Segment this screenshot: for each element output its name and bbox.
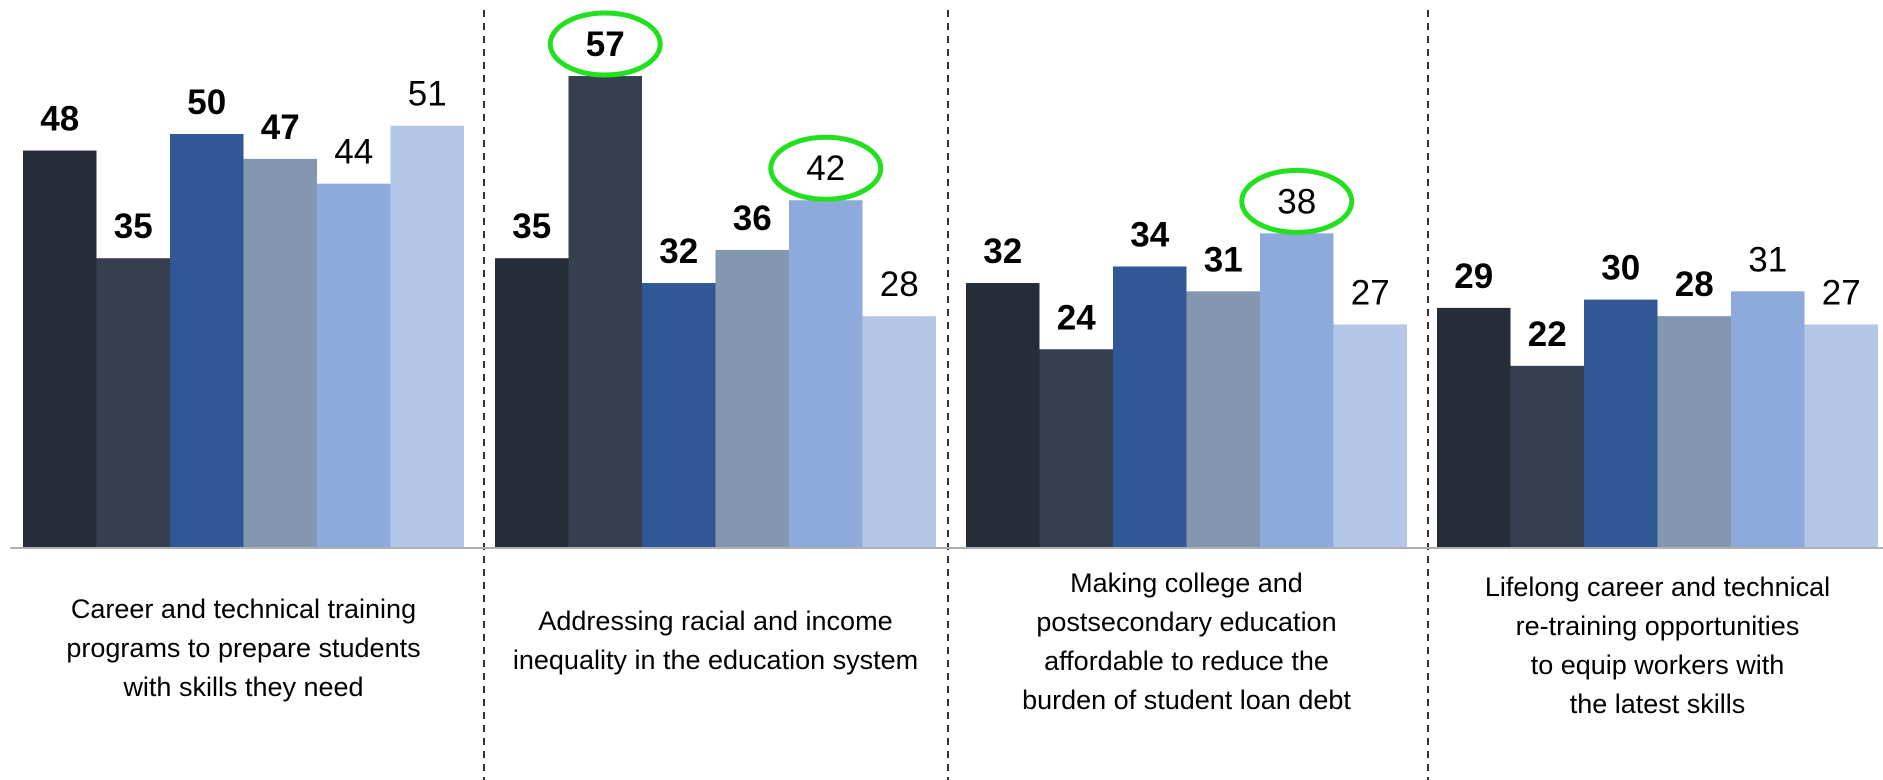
value-label-g1-s2: 35: [114, 207, 153, 246]
category-label-g1-line1: Career and technical training: [71, 594, 416, 624]
bar-g4-s1: [1437, 307, 1511, 548]
bar-g3-s2: [1039, 349, 1113, 548]
bar-g4-s6: [1804, 324, 1878, 548]
highlight-circle-g3-s5: [1239, 167, 1355, 235]
bar-g3-s5: [1260, 233, 1334, 549]
value-label-g1-s1: 48: [40, 100, 79, 139]
category-label-g1-line2: programs to prepare students: [66, 633, 420, 663]
group-separators: [483, 10, 1429, 780]
bar-g4-s5: [1731, 291, 1805, 548]
bar-g1-s2: [96, 258, 170, 548]
value-label-g2-s2: 57: [586, 25, 625, 64]
value-label-g3-s3: 34: [1130, 215, 1169, 254]
bar-g4-s4: [1657, 316, 1731, 548]
category-label-g4-line2: re-training opportunities: [1516, 611, 1800, 641]
value-label-g1-s4: 47: [261, 108, 300, 147]
value-label-g2-s6: 28: [880, 265, 919, 304]
value-label-g2-s1: 35: [512, 207, 551, 246]
bar-g1-s3: [170, 134, 244, 548]
category-label-g3-line2: postsecondary education: [1036, 607, 1336, 637]
bar-g1-s5: [317, 183, 391, 548]
value-label-g3-s6: 27: [1351, 273, 1390, 312]
category-label-g3-line4: burden of student loan debt: [1022, 685, 1351, 715]
bar-g2-s4: [715, 249, 789, 549]
value-label-g1-s5: 44: [334, 133, 373, 172]
value-label-g4-s2: 22: [1528, 315, 1567, 354]
value-labels: 48 35 50 47 44 51 35 57 32 36 42 28 32 24 34 31 38 27 29 22…: [40, 25, 1860, 354]
category-label-g4-line1: Lifelong career and technical: [1485, 572, 1830, 602]
value-label-g1-s3: 50: [187, 83, 226, 122]
value-label-g2-s3: 32: [659, 232, 698, 271]
category-label-g3-line1: Making college and: [1070, 568, 1303, 598]
bar-g2-s3: [642, 283, 716, 548]
category-label-g4-line4: the latest skills: [1570, 689, 1746, 719]
bar-g1-s4: [243, 158, 317, 548]
value-label-g1-s6: 51: [408, 75, 447, 114]
highlight-circle-g2-s2: [547, 10, 663, 78]
value-label-g3-s2: 24: [1057, 298, 1096, 337]
category-label-g4-line3: to equip workers with: [1531, 650, 1785, 680]
value-label-g4-s1: 29: [1454, 257, 1493, 296]
value-label-g3-s5: 38: [1277, 182, 1316, 221]
value-label-g4-s3: 30: [1601, 249, 1640, 288]
bar-g3-s1: [966, 283, 1040, 548]
value-label-g4-s4: 28: [1675, 265, 1714, 304]
value-label-g3-s4: 31: [1204, 240, 1243, 279]
category-label-g3-line3: affordable to reduce the: [1044, 646, 1329, 676]
value-label-g2-s5: 42: [806, 149, 845, 188]
bar-g3-s3: [1113, 266, 1187, 548]
bar-g3-s4: [1186, 291, 1260, 548]
bar-g2-s5: [789, 200, 863, 549]
bar-g4-s2: [1510, 365, 1584, 548]
bars-layer: [23, 76, 1878, 549]
value-label-g4-s6: 27: [1822, 273, 1861, 312]
value-label-g2-s4: 36: [733, 199, 772, 238]
highlight-circle-g2-s5: [768, 134, 884, 202]
value-label-g4-s5: 31: [1748, 240, 1787, 279]
bar-g2-s6: [862, 316, 936, 548]
value-label-g3-s1: 32: [983, 232, 1022, 271]
category-labels: Career and technical training programs to…: [66, 568, 1830, 719]
bar-g1-s6: [390, 125, 464, 548]
bar-g1-s1: [23, 150, 97, 548]
bar-g2-s1: [495, 258, 569, 548]
category-label-g1-line3: with skills they need: [122, 672, 363, 702]
bar-g3-s6: [1333, 324, 1407, 548]
bar-g4-s3: [1584, 299, 1658, 548]
bar-g2-s2: [568, 76, 642, 548]
category-label-g2-line2: inequality in the education system: [513, 645, 918, 675]
highlight-circles: [547, 10, 1355, 235]
category-label-g2-line1: Addressing racial and income: [538, 606, 892, 636]
